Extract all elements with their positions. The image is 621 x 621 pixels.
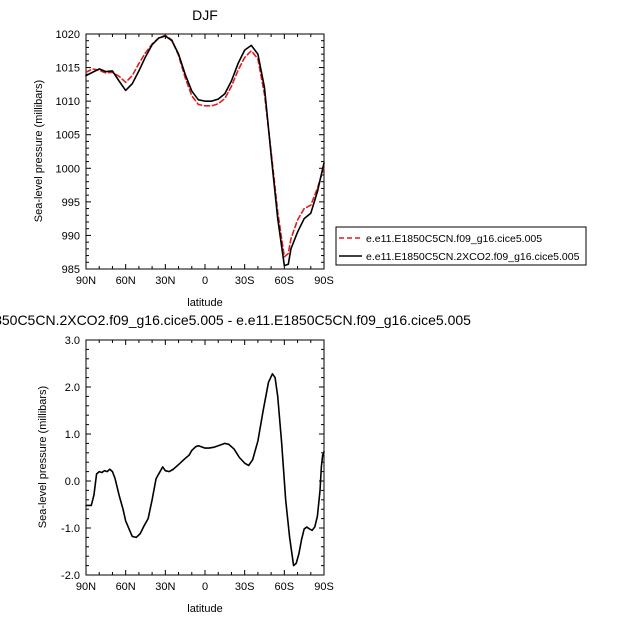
bottom-x-tick-label: 60S <box>275 581 295 593</box>
bottom-x-tick-label: 60N <box>116 581 136 593</box>
bottom-series-line-0 <box>85 373 325 567</box>
top-x-tick-label: 0 <box>202 275 208 287</box>
top-x-tick-label: 60S <box>275 275 295 287</box>
top-panel: DJF 90N 60N 30N 0 30S 60S 90S 985 990 995 1000 1005… <box>33 7 587 309</box>
bottom-y-tick-label: 1.0 <box>65 429 80 441</box>
bottom-x-tick-label: 30S <box>235 581 255 593</box>
bottom-plot-frame <box>85 339 325 576</box>
bottom-y-tick-label: -2.0 <box>61 570 80 582</box>
bottom-x-tick-label: 90N <box>76 581 96 593</box>
bottom-y-tick-label: 3.0 <box>65 335 80 347</box>
top-y-tick-label: 995 <box>62 197 80 209</box>
top-x-tick-label: 30N <box>155 275 175 287</box>
top-x-tick-label: 90N <box>76 275 96 287</box>
top-panel-title: DJF <box>192 7 218 23</box>
top-x-tick-label: 90S <box>314 275 334 287</box>
top-x-tick-label: 60N <box>116 275 136 287</box>
top-y-tick-label: 985 <box>62 264 80 276</box>
top-y-tick-label: 1020 <box>56 29 80 41</box>
bottom-series <box>85 373 325 567</box>
top-y-tick-label: 1010 <box>56 96 80 108</box>
bottom-x-tick-label: 0 <box>202 581 208 593</box>
bottom-panel-title: e.e11.E1850C5CN.2XCO2.f09_g16.cice5.005 … <box>0 312 471 328</box>
top-series-line-0 <box>85 34 325 258</box>
top-series-line-1 <box>85 35 325 267</box>
bottom-y-tick-label: 0.0 <box>65 476 80 488</box>
bottom-x-tick-label: 30N <box>155 581 175 593</box>
bottom-y-tick-label: -1.0 <box>61 523 80 535</box>
legend: e.e11.E1850C5CN.f09_g16.cice5.005 e.e11.… <box>335 226 587 266</box>
bottom-panel: e.e11.E1850C5CN.2XCO2.f09_g16.cice5.005 … <box>0 312 471 615</box>
top-ticks: 90N 60N 30N 0 30S 60S 90S 985 990 995 1000 1005 1010… <box>56 29 334 287</box>
bottom-y-axis-title: Sea-level pressure (millibars) <box>37 386 49 528</box>
top-y-tick-label: 1005 <box>56 130 80 142</box>
top-y-axis-title: Sea-level pressure (millibars) <box>33 80 45 222</box>
bottom-y-tick-label: 2.0 <box>65 382 80 394</box>
legend-box <box>335 226 587 266</box>
bottom-ticks: 90N 60N 30N 0 30S 60S 90S -2.0 -1.0 0.0 1.0 2.0 3.0 <box>61 335 334 593</box>
bottom-x-axis-title: latitude <box>187 603 222 615</box>
top-y-tick-label: 1000 <box>56 163 80 175</box>
legend-label-2xco2: e.e11.E1850C5CN.2XCO2.f09_g16.cice5.005 <box>366 251 580 263</box>
top-series <box>85 34 325 267</box>
top-y-tick-label: 990 <box>62 230 80 242</box>
top-plot-frame <box>85 33 325 270</box>
top-x-tick-label: 30S <box>235 275 255 287</box>
bottom-x-tick-label: 90S <box>314 581 334 593</box>
top-x-axis-title: latitude <box>187 297 222 309</box>
legend-label-control: e.e11.E1850C5CN.f09_g16.cice5.005 <box>366 233 542 245</box>
top-y-tick-label: 1015 <box>56 63 80 75</box>
